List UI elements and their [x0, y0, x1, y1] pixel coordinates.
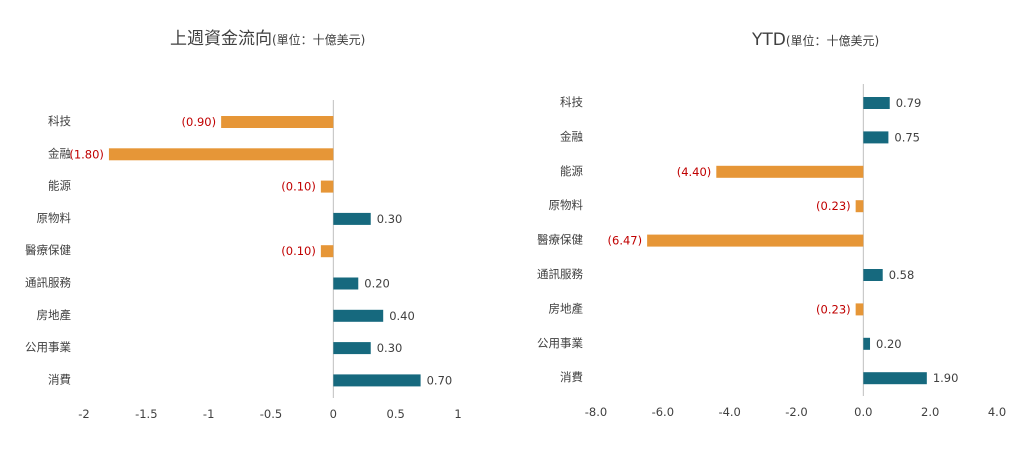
bar [221, 116, 334, 128]
bar [333, 309, 384, 322]
bar [333, 277, 359, 290]
x-tick-label: 1 [454, 407, 461, 421]
data-label: (0.23) [816, 302, 851, 316]
right-chart-title: YTD(單位：十億美元) [752, 30, 879, 50]
data-label: 0.58 [889, 268, 915, 282]
category-label: 公用事業 [537, 336, 583, 350]
data-label: (0.23) [816, 199, 851, 213]
category-label: 公用事業 [25, 340, 71, 354]
data-label: (1.80) [69, 147, 104, 161]
category-label: 醫療保健 [537, 233, 583, 247]
category-label: 房地產 [37, 308, 72, 322]
bar [333, 342, 371, 355]
data-label: 1.90 [933, 371, 959, 385]
data-label: 0.30 [377, 212, 403, 226]
x-tick-label: 0 [330, 407, 337, 421]
x-tick-label: 4.0 [988, 405, 1006, 419]
x-tick-label: -2 [78, 407, 89, 421]
bar [863, 131, 889, 144]
bar [863, 337, 871, 350]
data-label: (0.10) [281, 244, 316, 258]
category-label: 金融 [560, 129, 583, 143]
bar [855, 303, 864, 316]
category-label: 房地產 [549, 301, 584, 315]
bar [108, 148, 334, 161]
data-label: 0.30 [377, 341, 403, 355]
data-label: 0.79 [896, 96, 922, 110]
x-tick-label: -0.5 [260, 407, 282, 421]
left-chart-unit: (單位：十億美元) [272, 33, 366, 47]
data-label: (0.90) [182, 115, 217, 129]
bar [716, 165, 864, 178]
x-tick-label: -8.0 [585, 405, 607, 419]
data-label: 0.20 [364, 277, 390, 291]
bar [863, 269, 883, 281]
left-bar-chart: -2 -1.5 -1 -0.5 0 0.5 1 科技 (0.90) 金融(1.80) 能源 (0.10… [25, 100, 462, 421]
left-chart-title-text: 上週資金流向 [170, 29, 272, 49]
x-tick-label: -1 [203, 407, 214, 421]
data-label: 0.75 [894, 130, 920, 144]
category-label: 原物料 [549, 198, 584, 212]
right-bar-chart: -8.0 -6.0 -4.0 -2.0 0.0 2.0 4.0 科技 0.79 金融 0.75 能源 (… [537, 84, 1006, 419]
bar [333, 212, 371, 225]
data-label: 0.70 [427, 373, 453, 387]
bar [647, 234, 864, 247]
category-label: 通訊服務 [25, 276, 71, 290]
x-tick-label: 2.0 [921, 405, 939, 419]
data-label: 0.40 [389, 309, 415, 323]
bar [863, 97, 890, 109]
data-label: (0.10) [281, 180, 316, 194]
bar [333, 374, 421, 387]
x-tick-label: -2.0 [785, 405, 807, 419]
category-label: 能源 [560, 164, 583, 178]
category-label: 科技 [560, 95, 583, 109]
left-chart-title: 上週資金流向(單位：十億美元) [170, 24, 365, 49]
category-label: 消費 [48, 372, 71, 386]
data-label: (6.47) [608, 234, 643, 248]
x-tick-label: -4.0 [718, 405, 740, 419]
right-chart-title-text: YTD [752, 30, 786, 50]
data-label: (4.40) [677, 165, 712, 179]
x-tick-label: 0.5 [387, 407, 405, 421]
category-label: 醫療保健 [25, 243, 71, 257]
bar [855, 200, 864, 213]
bar [320, 245, 334, 258]
category-label: 金融 [48, 146, 71, 160]
data-label: 0.20 [876, 337, 902, 351]
category-label: 消費 [560, 370, 583, 384]
category-label: 能源 [48, 179, 71, 193]
bar [863, 372, 927, 385]
x-tick-label: -1.5 [135, 407, 157, 421]
category-label: 通訊服務 [537, 267, 583, 281]
category-label: 原物料 [37, 211, 72, 225]
bar [320, 180, 334, 193]
right-chart-unit: (單位：十億美元) [785, 34, 880, 48]
x-tick-label: -6.0 [652, 405, 674, 419]
x-tick-label: 0.0 [854, 405, 872, 419]
category-label: 科技 [48, 114, 71, 128]
